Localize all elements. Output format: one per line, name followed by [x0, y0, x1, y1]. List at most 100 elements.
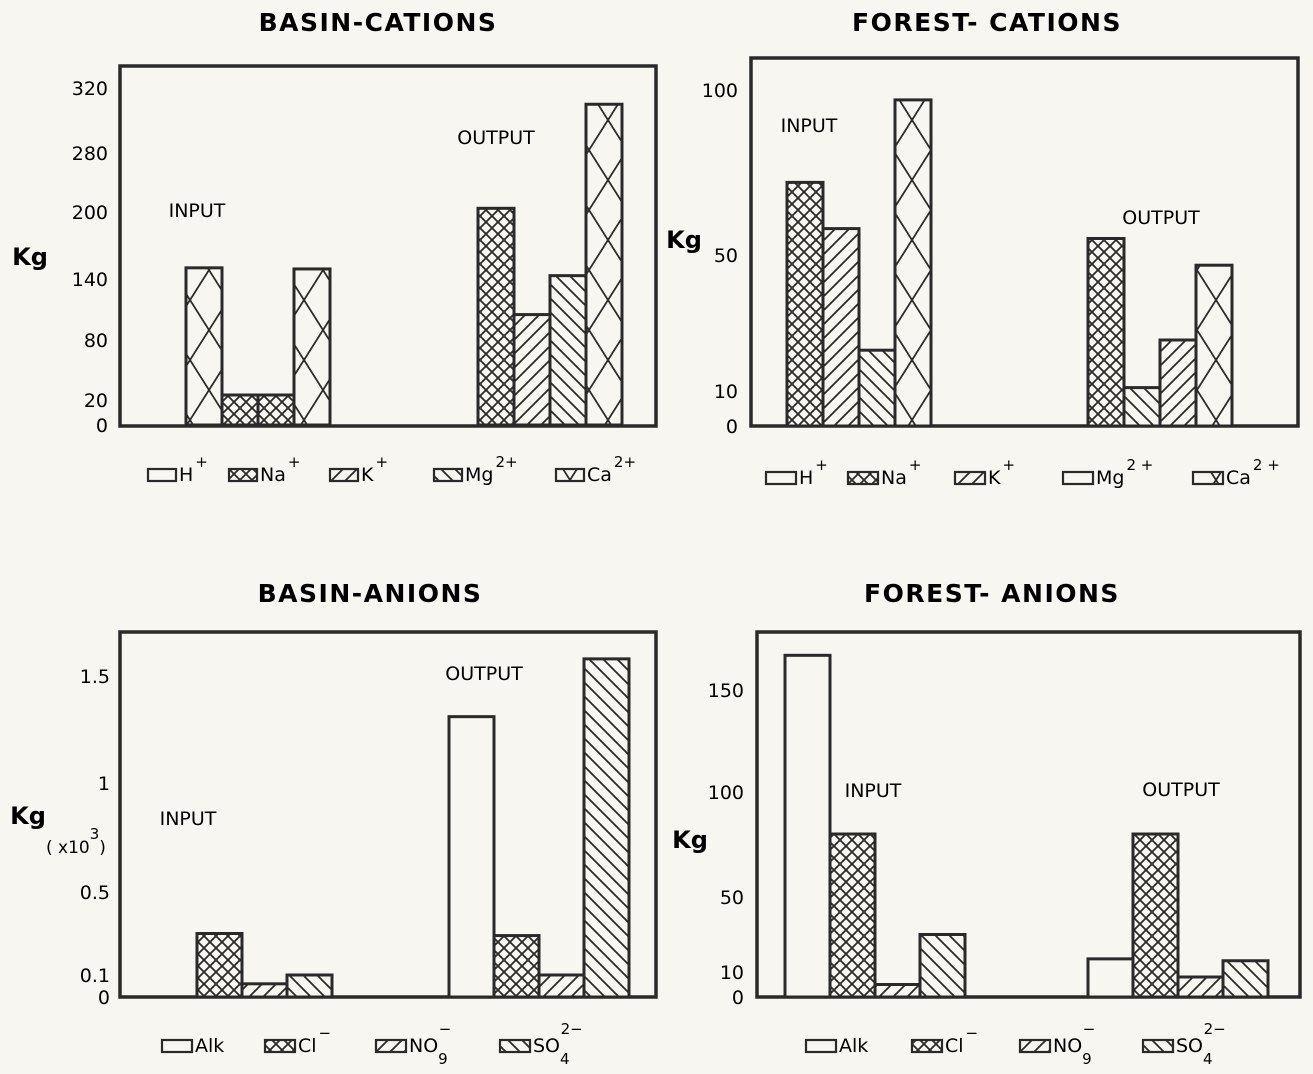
legend-item: Alk: [160, 1035, 224, 1057]
legend-label: Alk: [839, 1035, 868, 1057]
bar: [292, 267, 332, 427]
legend-item: K+: [328, 453, 388, 486]
plot-frame: [118, 630, 658, 999]
legend-swatch: [1191, 470, 1225, 486]
legend-item: Ca2+: [554, 453, 636, 486]
y-tick-label: 0: [98, 987, 110, 1009]
y-tick-label: 200: [72, 202, 108, 224]
legend-swatch: [432, 467, 464, 483]
y-tick-label: 80: [84, 330, 108, 352]
legend-label: Mg2 +: [1096, 456, 1153, 489]
panel-forest-cations: FOREST- CATIONS Kg 0 10 50 100 INPUT OUTPUT…: [666, 8, 1300, 489]
y-tick-label: 0.5: [80, 882, 110, 904]
bar: [584, 102, 624, 427]
legend-item: Cl−: [910, 1024, 978, 1057]
bar: [1122, 386, 1162, 428]
bar-bg: [1088, 958, 1133, 997]
bar: [857, 348, 897, 428]
legend-swatch: [846, 470, 880, 486]
bar: [537, 973, 586, 999]
input-label: INPUT: [781, 115, 838, 137]
bar: [1176, 975, 1225, 999]
y-tick-label: 20: [84, 390, 108, 412]
legend-item: Ca2 +: [1191, 456, 1280, 489]
bar: [821, 227, 861, 428]
y-axis-label: Kg: [10, 802, 46, 830]
chart-title: BASIN-ANIONS: [258, 579, 483, 608]
legend-item: H+: [764, 456, 828, 489]
input-label: INPUT: [845, 780, 902, 802]
bar: [1194, 263, 1234, 428]
legend-item: Na+: [227, 453, 300, 486]
plot-frame: [118, 64, 658, 428]
bar-bg: [449, 716, 494, 997]
legend-swatch: [764, 470, 798, 486]
y-axis-label: Kg: [666, 226, 702, 254]
legend-item: H+: [146, 453, 208, 486]
legend-swatch: [374, 1038, 408, 1054]
legend-item: K+: [953, 456, 1015, 489]
y-tick-label: 320: [72, 78, 108, 100]
bar: [256, 393, 296, 427]
legend-label: NO9−: [1053, 1020, 1095, 1068]
legend-swatch: [1061, 470, 1095, 486]
y-tick-label: 1: [98, 773, 110, 795]
legend-swatch: [910, 1038, 944, 1054]
legend-swatch: [498, 1038, 532, 1054]
legend-label: Ca2+: [587, 453, 636, 486]
output-label: OUTPUT: [1142, 779, 1220, 801]
legend-swatch: [1018, 1038, 1052, 1054]
output-label: OUTPUT: [1122, 207, 1200, 229]
y-axis-label: Kg: [12, 243, 48, 271]
y-tick-label: 0.1: [80, 965, 110, 987]
legend-swatch: [160, 1038, 194, 1054]
bar: [582, 657, 631, 999]
y-tick-label: 150: [708, 680, 744, 702]
y-axis-label: Kg: [672, 826, 708, 854]
bar: [1221, 959, 1270, 999]
panel-basin-anions: BASIN-ANIONS Kg ( x103) 00.1 0.5 1 1.5 INPU…: [10, 579, 658, 1068]
legend-label: Alk: [195, 1035, 224, 1057]
bar-bg: [785, 655, 830, 997]
legend-item: SO42−: [498, 1020, 583, 1068]
y-tick-label: 50: [714, 245, 738, 267]
legend-label: SO42−: [1176, 1020, 1226, 1068]
legend-swatch: [328, 467, 360, 483]
legend-item: Mg2 +: [1061, 456, 1153, 489]
y-tick-label: 140: [72, 269, 108, 291]
bar: [476, 206, 516, 427]
chart-title: BASIN-CATIONS: [259, 8, 498, 37]
legend-swatch: [1141, 1038, 1175, 1054]
legend-item: Mg2+: [432, 453, 518, 486]
bar: [783, 653, 832, 999]
chart-title: FOREST- ANIONS: [864, 579, 1120, 608]
bar: [285, 973, 334, 999]
y-tick-label: 0: [96, 415, 108, 437]
y-tick-label: 10: [720, 962, 744, 984]
y-tick-label: 100: [702, 80, 738, 102]
legend-label: K+: [361, 453, 388, 486]
plot-frame: [755, 630, 1302, 999]
legend-label: Mg2+: [465, 453, 518, 486]
panel-basin-cations: BASIN-CATIONS Kg 0 20 80 140 200 280 320 INPUT…: [12, 8, 658, 486]
legend-swatch: [227, 467, 259, 483]
output-label: OUTPUT: [445, 663, 523, 685]
legend-label: H+: [799, 456, 828, 489]
legend-swatch: [953, 470, 987, 486]
legend-label: SO42−: [533, 1020, 583, 1068]
bar: [785, 180, 825, 428]
bar: [240, 982, 289, 999]
bar: [195, 932, 244, 999]
input-label: INPUT: [160, 808, 217, 830]
y-tick-label: 280: [72, 143, 108, 165]
legend-item: SO42−: [1141, 1020, 1226, 1068]
legend-label: H+: [179, 453, 208, 486]
bar: [1086, 237, 1126, 428]
legend-item: Na+: [846, 456, 921, 489]
bar: [918, 933, 967, 999]
legend-swatch: [554, 467, 586, 483]
y-axis-multiplier: ( x103): [46, 825, 106, 858]
legend-label: Na+: [881, 456, 921, 489]
bar: [828, 832, 877, 999]
